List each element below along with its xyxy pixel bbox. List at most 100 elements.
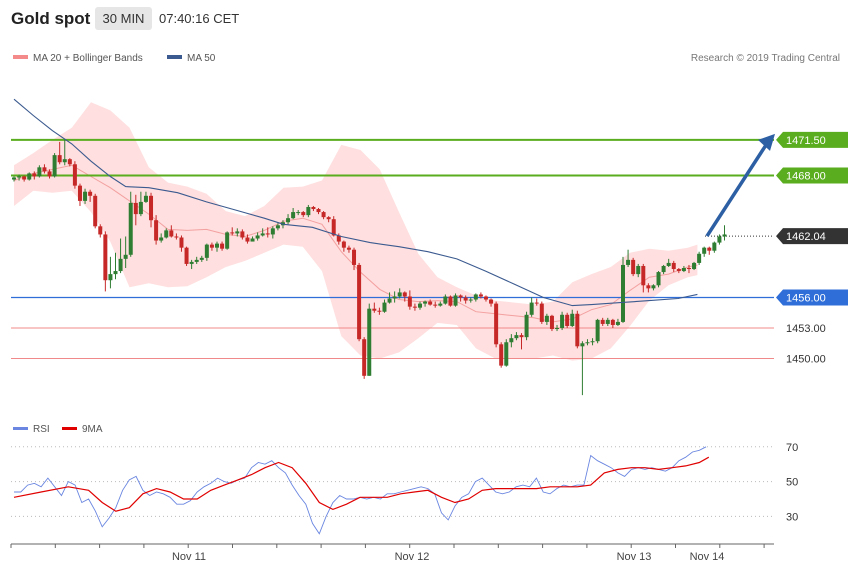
candle-body [255, 235, 260, 239]
candle-body [686, 268, 691, 270]
rsi-ma-line [13, 456, 710, 512]
candle-body [215, 243, 219, 248]
candle-body [514, 335, 519, 339]
candle-body [72, 164, 77, 186]
candle-body [438, 303, 443, 306]
candle-body [301, 212, 306, 216]
candle-body [113, 271, 118, 275]
candle-body [42, 167, 47, 172]
rsi-tick-label: 30 [786, 511, 798, 523]
candle-body [580, 343, 585, 347]
candle-body [245, 237, 250, 242]
x-tick-label: Nov 13 [617, 551, 652, 563]
candle-body [103, 234, 108, 281]
main-legend: MA 20 + Bollinger Bands MA 50 Research ©… [13, 53, 840, 64]
candle-body [448, 296, 453, 306]
candle-body [123, 254, 128, 259]
candle-body [382, 302, 387, 312]
candle-body [666, 262, 671, 266]
level-label: 1471.50 [786, 135, 826, 147]
candle-body [326, 217, 331, 220]
candle-body [22, 176, 27, 180]
candle-body [555, 328, 560, 330]
rsi-tick-label: 50 [786, 477, 798, 489]
candle-body [412, 306, 417, 308]
candle-body [570, 313, 575, 326]
candle-body [702, 247, 707, 254]
candle-body [407, 296, 412, 307]
candle-body [377, 310, 382, 312]
candle-body [331, 219, 336, 236]
candle-body [174, 236, 179, 238]
candle-body [722, 234, 727, 237]
rsi-panel: 70 50 30 RSI 9MA [11, 424, 798, 535]
candle-body [93, 195, 98, 227]
candle-body [631, 259, 636, 275]
candle-body [560, 314, 565, 329]
candle-body [341, 241, 346, 248]
candle-body [108, 274, 113, 281]
candle-body [194, 259, 199, 262]
candle-body [179, 237, 184, 248]
bollinger-band-area [14, 102, 698, 361]
forecast-arrow [705, 133, 775, 238]
candle-body [671, 262, 676, 270]
ma50-legend-swatch [167, 55, 182, 59]
candle-body [565, 314, 570, 326]
candle-body [636, 265, 641, 275]
candle-body [367, 308, 372, 376]
candle-body [524, 314, 529, 338]
candle-body [433, 304, 438, 306]
candle-body [651, 285, 656, 289]
instrument-title: Gold spot [11, 9, 91, 28]
candle-body [37, 167, 42, 177]
rsi-tick-label: 70 [786, 442, 798, 454]
candle-body [52, 155, 57, 177]
candle-body [656, 272, 661, 286]
bb-legend-swatch [13, 55, 28, 59]
candle-body [138, 201, 143, 215]
candle-body [230, 232, 235, 234]
level-labels: 1471.50 1468.00 1462.04 1456.00 1453.00 1450.… [776, 131, 848, 366]
candle-body [336, 235, 341, 242]
candle-body [707, 247, 712, 251]
candle-body [392, 296, 397, 299]
candle-body [169, 230, 174, 237]
candle-body [621, 264, 625, 322]
level-tag [776, 131, 848, 148]
candle-body [143, 195, 148, 202]
candle-body [605, 319, 610, 324]
candle-body [265, 233, 270, 235]
rsi-lines [13, 446, 710, 535]
candle-body [595, 319, 600, 342]
x-tick-label: Nov 14 [690, 551, 725, 563]
candle-body [499, 344, 504, 366]
candle-body [717, 236, 722, 243]
candle-body [118, 258, 123, 272]
candle-body [443, 296, 448, 304]
candle-body [483, 296, 488, 300]
candle-body [209, 244, 214, 248]
candle-body [275, 225, 280, 229]
candle-body [504, 342, 509, 366]
candle-body [590, 341, 595, 343]
candle-body [154, 220, 159, 241]
candle-body [128, 202, 133, 255]
ma50-line [13, 98, 698, 307]
candle-body [478, 294, 483, 297]
timeframe-selector[interactable]: 30 MIN [95, 7, 152, 30]
level-tag [776, 289, 848, 306]
candle-body [47, 171, 52, 177]
level-label: 1450.00 [786, 354, 826, 366]
candle-body [458, 295, 463, 298]
candle-body [98, 226, 103, 235]
candle-body [250, 238, 255, 242]
candle-body [316, 209, 321, 213]
candle-body [473, 294, 478, 300]
candle-body [346, 247, 351, 250]
candle-body [372, 308, 377, 311]
copyright: Research © 2019 Trading Central [691, 53, 840, 64]
candle-body [27, 173, 32, 180]
candle-body [626, 259, 631, 265]
candle-body [489, 299, 494, 304]
